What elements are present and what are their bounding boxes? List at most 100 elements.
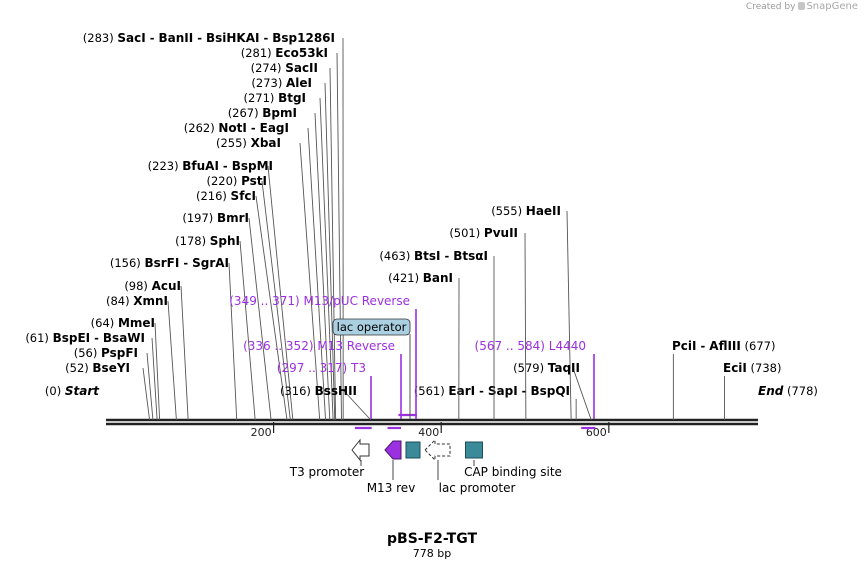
site-name: XmnI: [133, 294, 168, 308]
restriction-site: (281) Eco53kI: [241, 46, 342, 421]
site-label: (61) BspEI - BsaWI: [25, 331, 145, 345]
site-name: SacI: [117, 31, 145, 45]
restriction-site: (255) XbaI: [216, 136, 321, 421]
restriction-site: (220) PstI: [206, 174, 291, 421]
site-name: Bsp1286I: [272, 31, 335, 45]
restriction-site: (561) EarI - SapI - BspQI: [414, 384, 577, 420]
site-connector-line: [146, 352, 154, 421]
site-name: Start: [65, 384, 100, 398]
site-label: (98) AcuI: [124, 279, 181, 293]
site-name: SacII: [285, 61, 318, 75]
site-position: (271): [243, 91, 278, 105]
restriction-site: (579) TaqII: [513, 361, 592, 421]
axis-tick-label: 400: [418, 426, 439, 439]
site-name: BmrI: [217, 211, 249, 225]
restriction-site: (555) HaeII: [491, 204, 572, 421]
site-position: (156): [110, 256, 145, 270]
restriction-site: (61) BspEI - BsaWI: [25, 331, 158, 421]
restriction-site: End (778): [758, 384, 818, 398]
site-name: MmeI: [118, 316, 155, 330]
primer-feature: (567 .. 584) L4440: [475, 339, 596, 430]
feature-annotation: M13 rev: [367, 440, 415, 495]
site-connector-line: [319, 97, 334, 421]
site-name: Eco53kI: [275, 46, 328, 60]
site-label: (220) PstI: [206, 174, 267, 188]
site-connector-line: [180, 285, 189, 421]
site-label: (579) TaqII: [513, 361, 580, 375]
site-position: (273): [251, 76, 286, 90]
site-position: (738): [747, 361, 782, 375]
site-name: BfuAI: [182, 159, 219, 173]
site-name: XbaI: [251, 136, 281, 150]
site-label: (555) HaeII: [491, 204, 561, 218]
site-connector-line: [267, 165, 294, 421]
site-name-separator: -: [518, 384, 531, 398]
site-name: PstI: [241, 174, 267, 188]
site-label: (64) MmeI: [91, 316, 155, 330]
site-label: (273) AleI: [251, 76, 312, 90]
site-name: BtsI: [414, 249, 441, 263]
primer-name: M13 Reverse: [317, 339, 395, 353]
primer-name: M13/pUC Reverse: [304, 294, 411, 308]
site-position: (561): [414, 384, 449, 398]
restriction-site: PciI - AflIII (677): [672, 339, 775, 420]
site-label: (262) NotI - EagI: [184, 121, 289, 135]
site-label: (223) BfuAI - BspMI: [148, 159, 273, 173]
restriction-site: (316) BssHII: [280, 384, 372, 421]
site-label: (52) BseYI: [65, 361, 130, 375]
site-label: (197) BmrI: [182, 211, 249, 225]
site-position: (84): [106, 294, 133, 308]
site-name-separator: -: [193, 31, 206, 45]
site-name: PspFI: [101, 346, 138, 360]
site-position: (56): [74, 346, 101, 360]
site-name: BspMI: [232, 159, 273, 173]
restriction-site: (0) Start: [45, 384, 100, 398]
snapgene-credit: Created by SnapGene: [746, 1, 858, 12]
site-label: (561) EarI - SapI - BspQI: [414, 384, 570, 398]
restriction-site: EciI (738): [723, 361, 781, 420]
site-name: TaqII: [548, 361, 580, 375]
lac-operator-label: lac operator: [332, 318, 411, 419]
credit-prefix: Created by: [745, 2, 796, 12]
site-name: BsaWI: [103, 331, 145, 345]
teal-feature-box-icon: [405, 441, 421, 459]
restriction-site: (283) SacI - BanII - BsiHKAI - Bsp1286I: [83, 31, 344, 421]
site-position: (267): [228, 106, 263, 120]
site-position: (421): [388, 271, 423, 285]
restriction-site: (197) BmrI: [182, 211, 272, 421]
plasmid-length: 778 bp: [413, 547, 451, 560]
site-connector-line: [154, 322, 161, 421]
site-connector-line: [248, 217, 272, 421]
t3-promoter-arrow-icon: [351, 438, 370, 462]
site-connector-line: [572, 367, 592, 421]
site-label: (316) BssHII: [280, 384, 357, 398]
site-name-separator: -: [219, 159, 232, 173]
primer-range: (567 .. 584): [475, 339, 549, 353]
site-position: (316): [280, 384, 315, 398]
feature-label: lac promoter: [439, 481, 516, 495]
restriction-site: (56) PspFI: [74, 346, 154, 421]
restriction-site: (98) AcuI: [124, 279, 189, 421]
site-connector-line: [307, 127, 327, 421]
site-name-separator: -: [475, 384, 488, 398]
site-name: BseYI: [92, 361, 130, 375]
site-name: SapI: [488, 384, 518, 398]
site-connector-line: [151, 337, 158, 421]
restriction-site: (501) PvuII: [449, 226, 527, 421]
site-name: SfcI: [231, 189, 256, 203]
site-name-separator: -: [697, 339, 710, 353]
restriction-site: (262) NotI - EagI: [184, 121, 327, 421]
site-name: BsiHKAI: [206, 31, 260, 45]
site-connector-line: [336, 52, 342, 421]
site-label: (283) SacI - BanII - BsiHKAI - Bsp1286I: [83, 31, 335, 45]
site-label: (271) BtgI: [243, 91, 306, 105]
site-name: EarI: [448, 384, 475, 398]
site-label: (0) Start: [45, 384, 100, 398]
site-connector-line: [142, 367, 151, 421]
restriction-site: (178) SphI: [175, 234, 256, 421]
site-position: (274): [251, 61, 286, 75]
site-label: (267) BpmI: [228, 106, 297, 120]
site-label: (56) PspFI: [74, 346, 138, 360]
site-label: (501) PvuII: [449, 226, 518, 240]
site-position: (778): [783, 384, 818, 398]
